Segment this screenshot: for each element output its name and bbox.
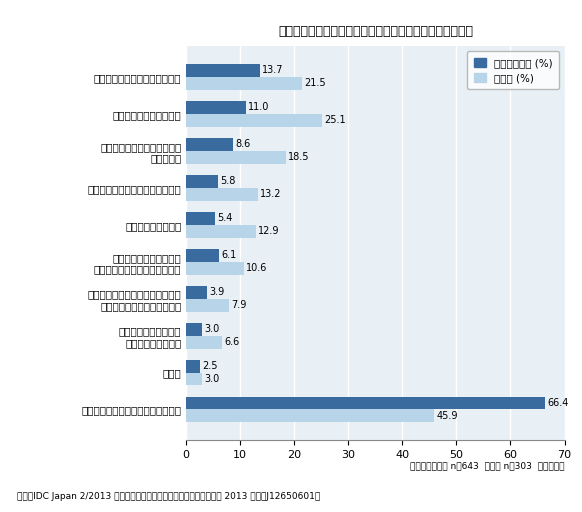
- Bar: [186, 101, 246, 114]
- Bar: [186, 335, 222, 349]
- Text: 18.5: 18.5: [288, 152, 310, 162]
- Bar: [186, 262, 243, 274]
- Bar: [186, 323, 203, 335]
- Text: 12.9: 12.9: [258, 226, 279, 236]
- Bar: [186, 373, 203, 386]
- Text: 5.4: 5.4: [218, 214, 233, 223]
- Bar: [186, 410, 434, 422]
- Legend: 中堅中小企業 (%), 大企業 (%): 中堅中小企業 (%), 大企業 (%): [467, 51, 559, 90]
- Bar: [186, 77, 303, 90]
- Text: （中堅中小企業 n＝643  大企業 n＝303  複数回答）: （中堅中小企業 n＝643 大企業 n＝303 複数回答）: [410, 461, 565, 471]
- Text: 3.9: 3.9: [210, 287, 225, 297]
- Bar: [186, 175, 218, 188]
- Text: 3.0: 3.0: [205, 324, 220, 334]
- Bar: [186, 151, 286, 164]
- Text: 3.0: 3.0: [205, 374, 220, 384]
- Text: 21.5: 21.5: [304, 78, 327, 89]
- Text: 13.7: 13.7: [262, 66, 284, 75]
- Text: 5.8: 5.8: [220, 176, 235, 186]
- Bar: [186, 138, 233, 151]
- Text: 7.9: 7.9: [231, 300, 246, 310]
- Text: 45.9: 45.9: [436, 411, 458, 421]
- Text: 2.5: 2.5: [202, 361, 218, 371]
- Bar: [186, 359, 200, 373]
- Bar: [186, 286, 207, 298]
- Bar: [186, 64, 260, 77]
- Text: 11.0: 11.0: [248, 102, 269, 113]
- Text: 25.1: 25.1: [324, 115, 346, 125]
- Bar: [186, 212, 215, 225]
- Bar: [186, 225, 256, 238]
- Bar: [186, 298, 229, 312]
- Title: 従業員規模別「バックアップの課題解決策（導入済み）」: 従業員規模別「バックアップの課題解決策（導入済み）」: [278, 25, 473, 38]
- Text: 13.2: 13.2: [260, 189, 281, 199]
- Bar: [186, 114, 322, 127]
- Text: 66.4: 66.4: [547, 398, 569, 408]
- Bar: [186, 188, 258, 201]
- Text: 10.6: 10.6: [246, 263, 267, 273]
- Bar: [186, 249, 219, 262]
- Text: 8.6: 8.6: [235, 139, 250, 150]
- Bar: [186, 396, 545, 410]
- Text: 6.1: 6.1: [221, 250, 237, 260]
- Text: 出典：IDC Japan 2/2013 国内企業のストレージ利用実態に関する調査 2013 年版（J12650601）: 出典：IDC Japan 2/2013 国内企業のストレージ利用実態に関する調査…: [17, 492, 321, 501]
- Text: 6.6: 6.6: [224, 337, 239, 347]
